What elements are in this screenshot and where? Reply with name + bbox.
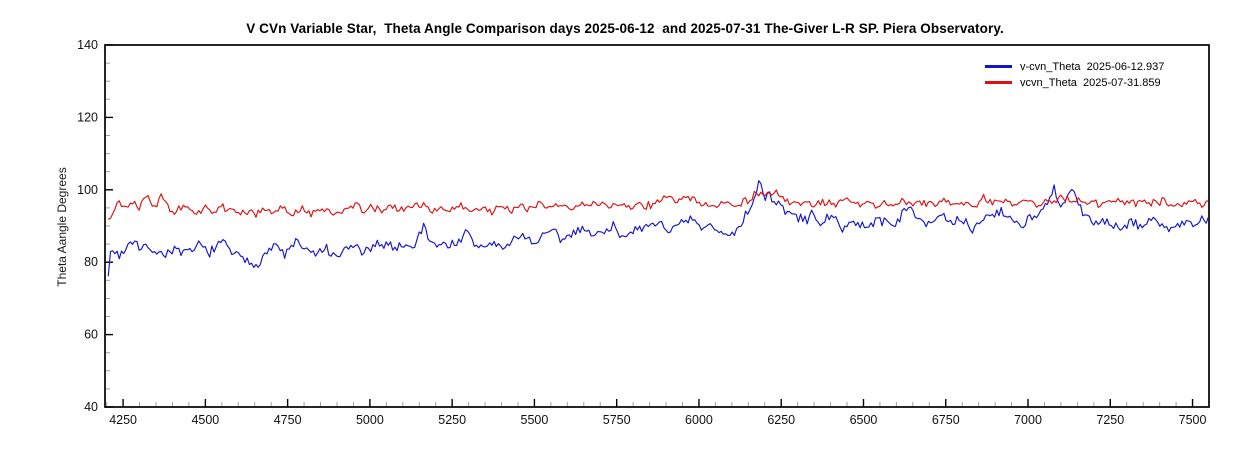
x-tick-label: 6750 <box>932 413 960 427</box>
y-tick-label: 120 <box>77 110 98 124</box>
legend-label: v-cvn_Theta 2025-06-12.937 <box>1020 60 1165 73</box>
x-tick-label: 6500 <box>850 413 878 427</box>
x-tick-label: 5250 <box>438 413 466 427</box>
y-tick-label: 100 <box>77 183 98 197</box>
x-tick-label: 6250 <box>767 413 795 427</box>
plot-frame <box>104 44 1210 408</box>
legend-label: vcvn_Theta 2025-07-31.859 <box>1020 76 1161 89</box>
x-tick-label: 4250 <box>109 413 137 427</box>
red-line-swatch-icon <box>985 81 1012 84</box>
y-tick-label: 140 <box>77 38 98 52</box>
x-tick-label: 4500 <box>191 413 219 427</box>
x-tick-label: 7500 <box>1179 413 1207 427</box>
y-tick-label: 80 <box>84 255 98 269</box>
series-line-1 <box>107 189 1208 220</box>
legend: v-cvn_Theta 2025-06-12.937 vcvn_Theta 20… <box>985 59 1164 90</box>
legend-item-red-series: vcvn_Theta 2025-07-31.859 <box>985 75 1164 90</box>
legend-item-blue-series: v-cvn_Theta 2025-06-12.937 <box>985 59 1164 74</box>
series-line-0 <box>107 180 1208 277</box>
x-tick-label: 5750 <box>603 413 631 427</box>
y-tick-label: 60 <box>84 328 98 342</box>
x-tick-label: 6000 <box>685 413 713 427</box>
x-tick-label: 4750 <box>274 413 302 427</box>
x-tick-label: 5500 <box>521 413 549 427</box>
blue-line-swatch-icon <box>985 65 1012 68</box>
x-tick-label: 5000 <box>356 413 384 427</box>
x-tick-label: 7250 <box>1096 413 1124 427</box>
x-tick-label: 7000 <box>1014 413 1042 427</box>
y-tick-label: 40 <box>84 400 98 414</box>
chart-title: V CVn Variable Star, Theta Angle Compari… <box>246 21 1004 36</box>
